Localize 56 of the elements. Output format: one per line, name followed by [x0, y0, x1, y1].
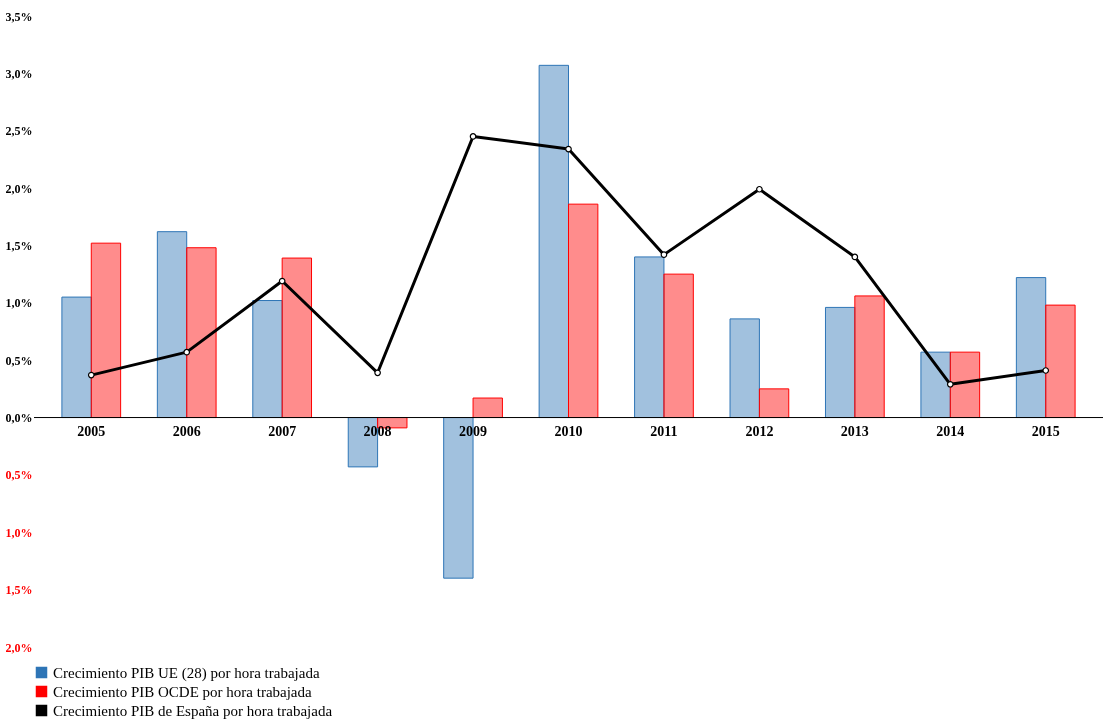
- point: [1042, 367, 1050, 374]
- bar: [156, 231, 188, 419]
- y-tick-label: 2,0%: [5, 640, 33, 655]
- y-tick-label: 1,5%: [5, 583, 33, 598]
- x-tick-label: 2005: [77, 423, 106, 439]
- bar: [920, 351, 951, 419]
- y-tick-label: 0,5%: [5, 353, 33, 368]
- x-tick-label: 2008: [363, 423, 392, 439]
- bar: [252, 300, 283, 419]
- point: [851, 253, 859, 261]
- bar: [568, 203, 599, 419]
- x-tick-label: 2006: [172, 423, 201, 439]
- bar: [186, 247, 217, 419]
- point: [756, 185, 763, 193]
- bar: [758, 388, 790, 419]
- y-tick-label: 1,5%: [5, 238, 33, 253]
- y-tick-label: 1,0%: [5, 525, 33, 540]
- legend-label: Crecimiento PIB de España por hora trabajada: [53, 702, 333, 719]
- point: [660, 251, 668, 258]
- bar: [1015, 277, 1047, 419]
- bar: [538, 64, 569, 419]
- legend-label: Crecimiento PIB UE (28) por hora trabajada: [53, 664, 320, 682]
- bar: [634, 256, 665, 419]
- x-tick-label: 2010: [554, 423, 583, 439]
- y-tick-label: 2,5%: [5, 124, 33, 139]
- bar: [281, 257, 313, 419]
- bar: [61, 296, 92, 419]
- point: [469, 133, 477, 140]
- x-tick-label: 2012: [745, 423, 774, 439]
- y-tick-label: 0,5%: [5, 468, 33, 483]
- bar: [472, 397, 503, 419]
- bar: [663, 273, 694, 419]
- point: [278, 277, 286, 285]
- point: [87, 371, 95, 379]
- x-tick-label: 2011: [650, 423, 678, 439]
- x-tick-label: 2015: [1031, 423, 1060, 439]
- point: [374, 369, 381, 377]
- bar: [854, 295, 885, 419]
- point: [183, 348, 191, 356]
- x-tick-label: 2007: [268, 423, 297, 439]
- bar: [729, 318, 760, 419]
- y-tick-label: 0,0%: [5, 411, 33, 426]
- x-tick-label: 2014: [936, 423, 965, 439]
- y-tick-label: 1,0%: [5, 296, 33, 311]
- y-tick-label: 3,5%: [5, 9, 33, 24]
- point: [946, 380, 954, 388]
- x-tick-label: 2009: [459, 423, 488, 439]
- bar: [949, 351, 981, 419]
- point: [565, 145, 572, 153]
- bar: [824, 306, 856, 419]
- bar: [1045, 304, 1076, 419]
- bar: [90, 242, 122, 419]
- y-tick-label: 2,0%: [5, 181, 33, 196]
- x-tick-label: 2013: [840, 423, 869, 439]
- y-tick-label: 3,0%: [5, 66, 33, 81]
- legend-label: Crecimiento PIB OCDE por hora trabajada: [53, 683, 313, 700]
